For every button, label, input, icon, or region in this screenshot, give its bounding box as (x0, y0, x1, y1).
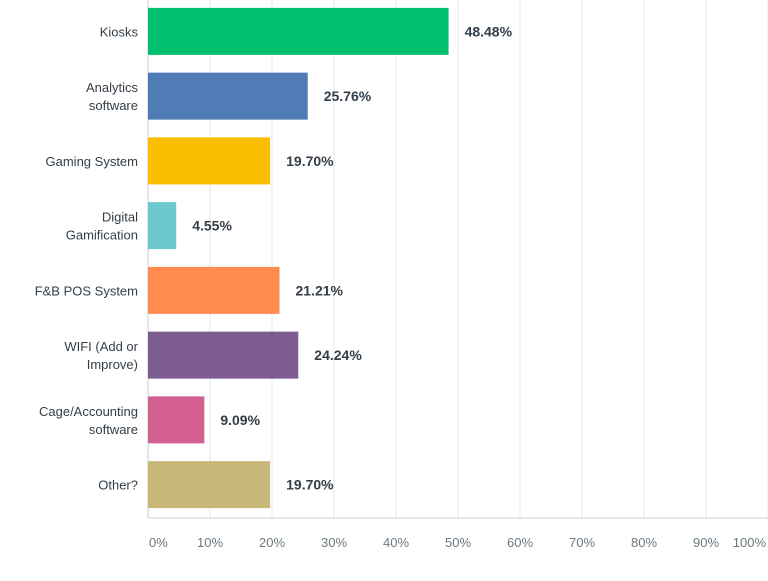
x-tick-label: 70% (569, 535, 595, 550)
category-label: Analytics (86, 80, 139, 95)
value-label: 19.70% (286, 477, 334, 493)
x-tick-label: 30% (321, 535, 347, 550)
x-tick-label: 0% (149, 535, 168, 550)
value-label: 21.21% (296, 282, 344, 298)
bars (148, 7, 449, 509)
bar (148, 266, 280, 314)
category-label: software (89, 98, 138, 113)
value-labels: 48.48% 25.76% 19.70% 4.55% 21.21% 24.24% 9.09%… (192, 23, 512, 492)
value-label: 19.70% (286, 153, 334, 169)
x-tick-labels: 0% 10% 20% 30% 40% 50% 60% 70% 80% 90% 100% (149, 535, 766, 550)
category-label: software (89, 422, 138, 437)
value-label: 9.09% (220, 412, 260, 428)
value-label: 48.48% (465, 23, 513, 39)
x-tick-label: 40% (383, 535, 409, 550)
category-label: Improve) (87, 357, 138, 372)
bar (148, 137, 271, 185)
bar (148, 7, 449, 55)
x-tick-label: 100% (733, 535, 767, 550)
bar (148, 202, 177, 250)
value-label: 25.76% (324, 88, 372, 104)
bar (148, 72, 308, 120)
category-label: Cage/Accounting (39, 404, 138, 419)
category-label: Gaming System (46, 154, 138, 169)
category-label: Gamification (66, 228, 138, 243)
category-label: Kiosks (100, 24, 139, 39)
category-label: WIFI (Add or (64, 339, 138, 354)
category-label: Digital (102, 210, 138, 225)
x-tick-label: 10% (197, 535, 223, 550)
x-tick-label: 50% (445, 535, 471, 550)
bar (148, 461, 271, 509)
x-tick-label: 80% (631, 535, 657, 550)
x-tick-label: 60% (507, 535, 533, 550)
value-label: 4.55% (192, 218, 232, 234)
category-label: Other? (98, 478, 138, 493)
value-label: 24.24% (314, 347, 362, 363)
bar (148, 396, 205, 444)
category-label: F&B POS System (35, 283, 138, 298)
bar (148, 331, 299, 379)
x-tick-label: 90% (693, 535, 719, 550)
x-tick-label: 20% (259, 535, 285, 550)
category-labels: Kiosks Analytics software Gaming System Digi… (35, 24, 139, 492)
